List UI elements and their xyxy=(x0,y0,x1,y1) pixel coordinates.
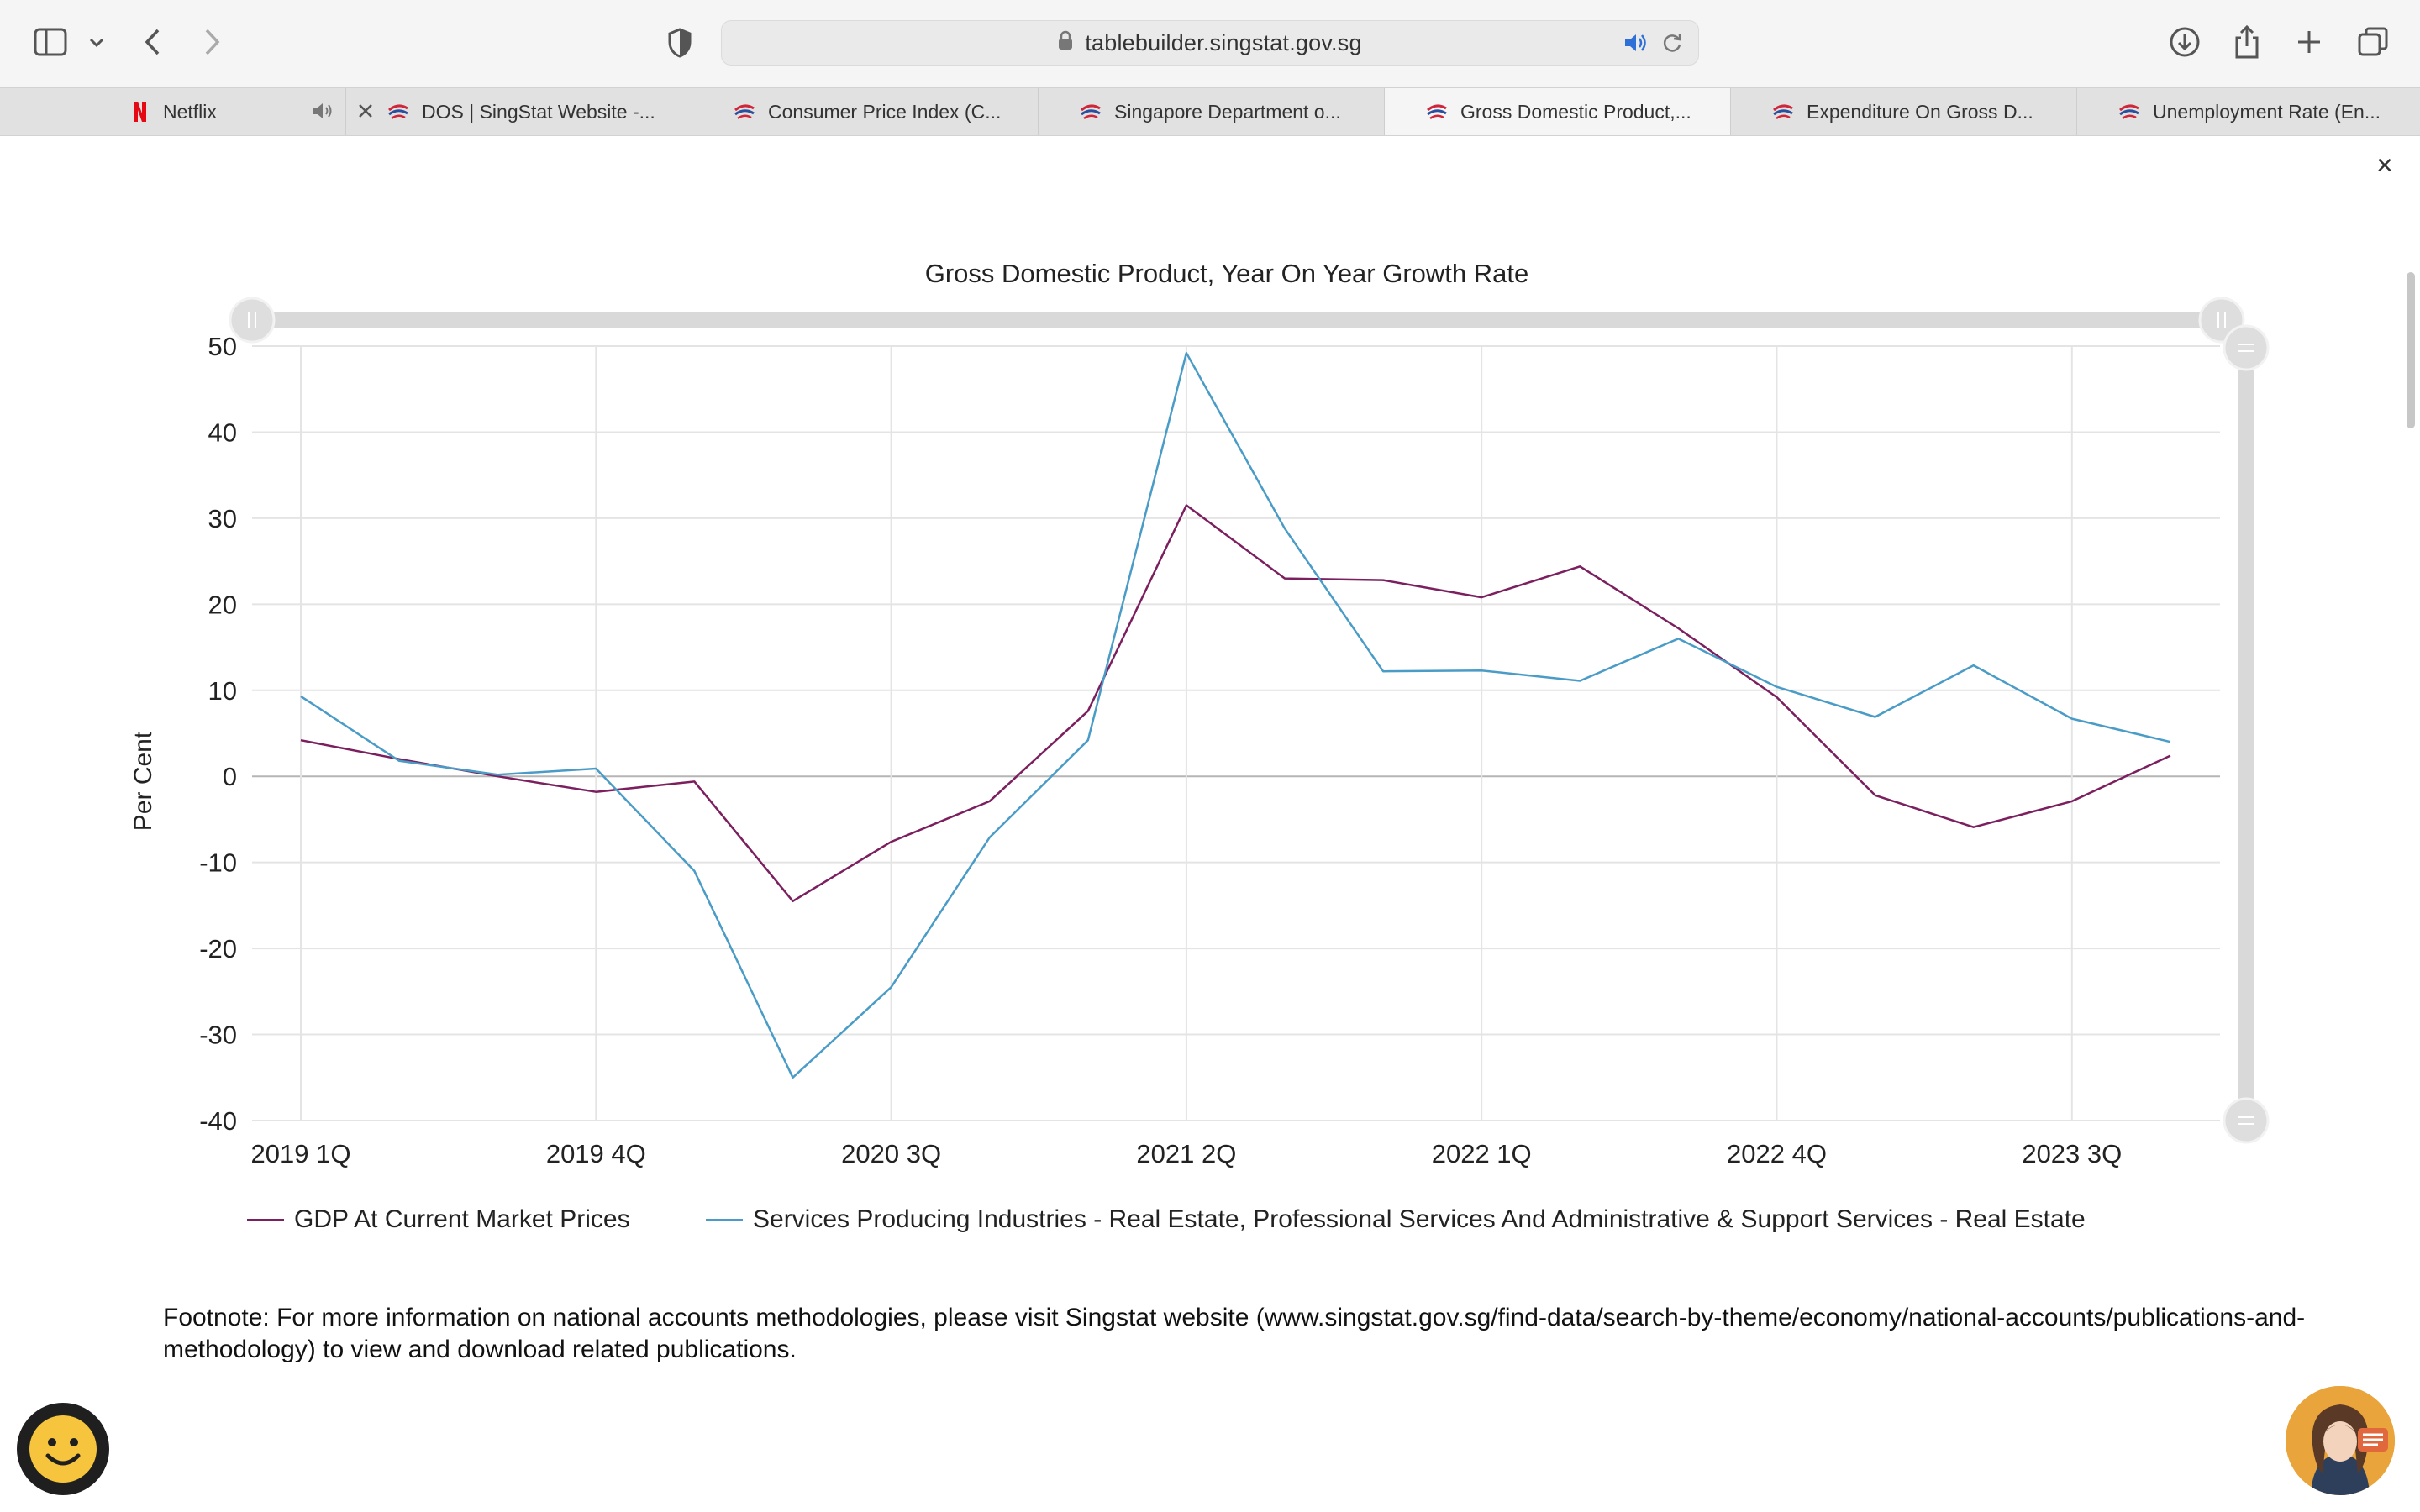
y-tick-label: 50 xyxy=(208,332,237,361)
x-tick-label: 2022 1Q xyxy=(1432,1139,1532,1168)
horizontal-range-bar xyxy=(252,312,2222,328)
sidebar-toggle-icon[interactable] xyxy=(34,27,67,57)
tab-label: Netflix xyxy=(163,100,217,123)
back-icon[interactable] xyxy=(139,25,165,59)
legend-label: GDP At Current Market Prices xyxy=(294,1205,630,1233)
browser-toolbar: tablebuilder.singstat.gov.sg xyxy=(0,0,2420,87)
tab-label: Gross Domestic Product,... xyxy=(1460,100,1691,123)
tab-speaker-icon[interactable] xyxy=(311,100,334,127)
tab-netflix[interactable]: Netflix xyxy=(0,88,346,135)
netflix-icon xyxy=(128,100,151,123)
speaker-icon[interactable] xyxy=(1623,31,1648,60)
range-handle xyxy=(2223,324,2270,371)
x-tick-label: 2019 4Q xyxy=(546,1139,646,1168)
chart-ticks: 50 40 30 20 10 0 -10 -20 -30 -40 2019 1Q 2019 4Q 202… xyxy=(199,332,2122,1168)
singstat-icon xyxy=(2118,100,2141,123)
legend-swatch xyxy=(706,1218,743,1221)
series-line-real-estate xyxy=(300,351,2171,1079)
tab-bar: Netflix DOS | SingStat Website -... Cons… xyxy=(0,87,2420,136)
y-tick-label: 40 xyxy=(208,417,237,447)
x-tick-label: 2022 4Q xyxy=(1727,1139,1827,1168)
download-icon[interactable] xyxy=(2168,25,2202,59)
tab-label: Unemployment Rate (En... xyxy=(2153,100,2381,123)
y-tick-label: 30 xyxy=(208,504,237,533)
chevron-down-icon[interactable] xyxy=(86,32,108,54)
y-tick-label: 10 xyxy=(208,676,237,706)
smiley-icon xyxy=(29,1415,97,1483)
forward-icon[interactable] xyxy=(200,25,225,59)
singstat-icon xyxy=(1079,100,1102,123)
feedback-smiley-button[interactable] xyxy=(17,1403,109,1495)
range-handle xyxy=(2223,1097,2270,1144)
x-tick-label: 2021 2Q xyxy=(1136,1139,1236,1168)
tab-expenditure[interactable]: Expenditure On Gross D... xyxy=(1731,88,2077,135)
address-bar[interactable]: tablebuilder.singstat.gov.sg xyxy=(721,20,1699,66)
chart-title: Gross Domestic Product, Year On Year Gro… xyxy=(924,259,1529,288)
y-tick-label: -20 xyxy=(199,934,237,963)
tab-label: Singapore Department o... xyxy=(1114,100,1341,123)
singstat-icon xyxy=(733,100,756,123)
lock-icon xyxy=(1058,30,1073,56)
x-tick-label: 2019 1Q xyxy=(251,1139,351,1168)
tab-label: Consumer Price Index (C... xyxy=(768,100,1002,123)
y-tick-label: -10 xyxy=(199,848,237,878)
page-scrollbar[interactable] xyxy=(2407,272,2415,428)
vertical-range-bar xyxy=(2238,348,2254,1121)
y-axis-label: Per Cent xyxy=(129,731,157,832)
footnote: Footnote: For more information on nation… xyxy=(163,1304,2306,1363)
assistant-avatar-icon xyxy=(2286,1386,2395,1495)
y-tick-label: 20 xyxy=(208,590,237,619)
url-text: tablebuilder.singstat.gov.sg xyxy=(1085,29,1362,55)
tab-label: Expenditure On Gross D... xyxy=(1807,100,2033,123)
singstat-icon xyxy=(1771,100,1795,123)
tab-cpi[interactable]: Consumer Price Index (C... xyxy=(692,88,1039,135)
singstat-icon xyxy=(1425,100,1449,123)
chart-grid xyxy=(252,345,2220,1121)
x-tick-label: 2023 3Q xyxy=(2022,1139,2122,1168)
reload-icon[interactable] xyxy=(1661,31,1683,60)
tab-unemployment[interactable]: Unemployment Rate (En... xyxy=(2077,88,2420,135)
range-handle xyxy=(229,297,276,344)
tab-overview-icon[interactable] xyxy=(2356,25,2390,59)
series-line-gdp xyxy=(300,504,2171,903)
y-tick-label: -40 xyxy=(199,1106,237,1136)
legend-label: Services Producing Industries - Real Est… xyxy=(753,1205,2086,1233)
chat-assistant-avatar[interactable] xyxy=(2286,1386,2395,1495)
tab-singapore-dept[interactable]: Singapore Department o... xyxy=(1039,88,1385,135)
close-tab-icon[interactable] xyxy=(358,101,373,123)
legend-item-gdp[interactable]: GDP At Current Market Prices xyxy=(247,1203,630,1236)
chart-series xyxy=(300,351,2171,1079)
legend-swatch xyxy=(247,1218,284,1221)
chart-navigator xyxy=(229,297,2270,1144)
y-tick-label: 0 xyxy=(223,762,237,791)
close-button[interactable]: × xyxy=(2376,150,2393,181)
tab-gdp[interactable]: Gross Domestic Product,... xyxy=(1385,88,1731,135)
tab-dos-singstat[interactable]: DOS | SingStat Website -... xyxy=(346,88,692,135)
legend-item-real-estate[interactable]: Services Producing Industries - Real Est… xyxy=(706,1203,2086,1236)
privacy-shield-icon[interactable] xyxy=(666,27,694,59)
singstat-icon xyxy=(387,100,410,123)
new-tab-icon[interactable] xyxy=(2294,27,2324,57)
y-tick-label: -30 xyxy=(199,1021,237,1050)
range-handle xyxy=(2198,297,2245,344)
x-tick-label: 2020 3Q xyxy=(841,1139,941,1168)
tab-label: DOS | SingStat Website -... xyxy=(422,100,655,123)
share-icon[interactable] xyxy=(2232,24,2262,60)
